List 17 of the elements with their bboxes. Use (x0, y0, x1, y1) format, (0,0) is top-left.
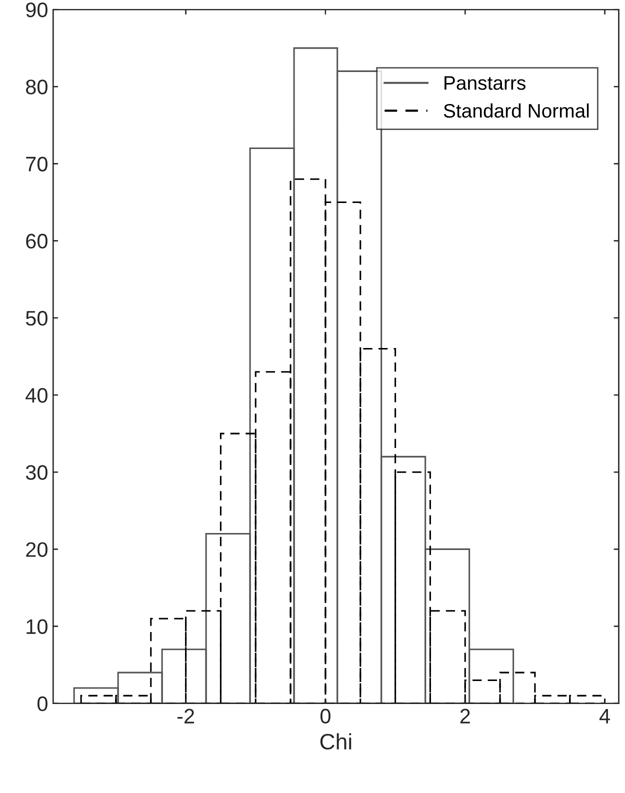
y-tick-label: 70 (26, 156, 48, 172)
y-tick-label: 0 (37, 696, 48, 712)
x-axis-title: Chi (320, 733, 352, 750)
y-tick-label: 40 (26, 388, 48, 403)
y-tick-label: 60 (26, 234, 48, 249)
y-tick-label: 90 (26, 2, 48, 18)
legend-label: Standard Normal (444, 103, 589, 118)
y-tick-label: 20 (26, 542, 48, 557)
y-tick-label: 10 (26, 619, 48, 634)
x-tick-label: 0 (320, 708, 330, 724)
y-tick-label: 80 (26, 80, 48, 94)
y-tick-label: 30 (26, 465, 48, 480)
legend-label: Panstarrs (444, 76, 526, 90)
y-tick-label: 50 (26, 310, 48, 326)
x-tick-label: -2 (177, 708, 194, 724)
x-tick-label: 4 (599, 709, 610, 724)
x-tick-label: 2 (460, 708, 470, 724)
